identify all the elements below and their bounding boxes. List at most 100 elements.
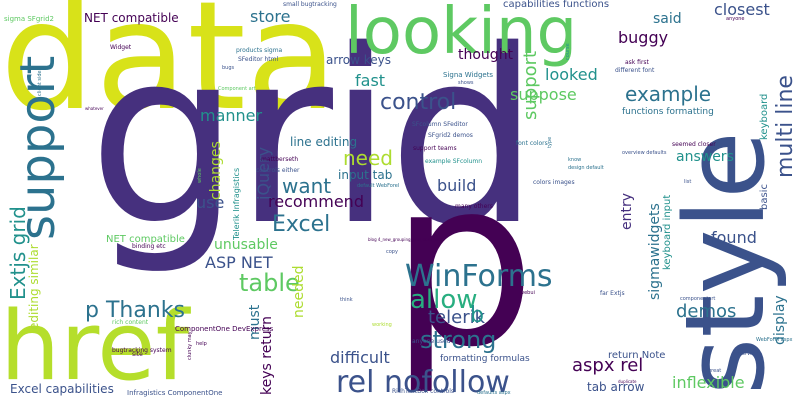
cloud-word-duplicate: duplicate [618, 379, 637, 384]
cloud-word-extjs-grid: Extjs grid [6, 206, 30, 300]
cloud-word-example: example [625, 82, 712, 106]
cloud-word-grid: grid [88, 0, 540, 278]
cloud-word-site: site [132, 351, 143, 358]
cloud-word-excel-capabilities: Excel capabilities [10, 382, 114, 396]
cloud-word-thought: thought [458, 47, 514, 63]
cloud-word-p-thanks: p Thanks [85, 298, 185, 323]
cloud-word-manner: manner [200, 106, 263, 125]
cloud-word-table: table [239, 269, 300, 297]
cloud-word-bugs: bugs [222, 65, 235, 71]
cloud-word-overview-defaults: overview defaults [622, 150, 667, 156]
cloud-word-inflexible: inflexible [672, 373, 745, 392]
cloud-word-net-compatible-small: NET compatible [106, 234, 185, 245]
cloud-word-list: list [684, 179, 692, 185]
cloud-word-defaults-aspx: defaults aspx [477, 390, 511, 396]
cloud-word-difficult: difficult [330, 348, 390, 367]
cloud-word-demos: demos [676, 301, 737, 322]
cloud-word-found: found [711, 228, 757, 247]
cloud-word-ask-first: ask first [625, 59, 649, 66]
cloud-word-help: help [196, 341, 207, 347]
cloud-word-b: b [470, 303, 484, 328]
cloud-word-mattberseth: mattberseth [261, 156, 299, 163]
cloud-word-arrow-keys: arrow keys [326, 53, 391, 67]
cloud-word-webforel-aspx: WebForel aspx [756, 337, 793, 343]
cloud-word-keyboard: keyboard [759, 93, 770, 140]
cloud-word-tab-arrow: tab arrow [587, 380, 645, 394]
cloud-word-aspx-rel: aspx rel [572, 355, 644, 376]
cloud-word-component-art: Component art [218, 86, 256, 92]
cloud-word-capabilities-functions: capabilities functions [503, 0, 610, 10]
cloud-word-binding-etc: binding etc [132, 243, 166, 250]
cloud-word-anyone: anyone [726, 16, 745, 22]
cloud-word-recommend: recommend [268, 192, 364, 211]
cloud-word-whole: whole [197, 168, 203, 183]
cloud-word-looking: looking [345, 0, 578, 69]
cloud-word-need: need [343, 146, 393, 170]
cloud-word-componentart: componentart [680, 296, 716, 302]
cloud-word-controls-either: controls either [256, 167, 300, 174]
cloud-word-think: think [340, 297, 353, 303]
cloud-word-multi-line: multi line [773, 75, 798, 178]
cloud-word-sfeditor-html: SFeditor html [238, 56, 279, 63]
cloud-word-return-note: return Note [608, 350, 666, 361]
cloud-word-signa-widgets: Signa Widgets [443, 71, 494, 79]
cloud-word-strong: strong [420, 326, 497, 354]
cloud-word-telerik: telerik [428, 307, 486, 328]
cloud-word-rel-nofollow: rel nofollow [336, 365, 510, 400]
cloud-word-example-sfcolumn: example SFcolumn [425, 158, 483, 165]
cloud-word-blog-link: blog 4_new_grouping_grid_skinz_visit [368, 237, 443, 242]
cloud-word-overview: overview [736, 351, 759, 357]
cloud-word-widget: Widget [110, 44, 132, 51]
cloud-word-support-small: support [520, 50, 541, 120]
cloud-word-want: want [282, 174, 332, 198]
cloud-word-whatever: whatever [85, 106, 104, 111]
cloud-word-design-default: design default [568, 165, 604, 171]
cloud-word-clunky-may: clunky may [187, 331, 193, 360]
cloud-word-colors-images: colors images [533, 179, 575, 186]
cloud-word-support-teams: support teams [413, 145, 457, 152]
cloud-word-client-side: client side [37, 70, 43, 96]
cloud-word-closest: closest [714, 0, 770, 19]
cloud-word-editing-similar: editing similar [27, 244, 41, 330]
cloud-word-excel: Excel [272, 212, 331, 237]
cloud-word-entry: entry [619, 192, 635, 230]
cloud-word-many-others: many others [455, 203, 493, 210]
cloud-word-net-compatible: NET compatible [84, 11, 179, 25]
cloud-word-suppose: suppose [510, 85, 577, 104]
cloud-word-know: know [568, 157, 582, 163]
cloud-word-basic: basic [759, 184, 770, 210]
cloud-word-fast: fast [355, 71, 386, 90]
cloud-word-control: control [380, 90, 457, 115]
cloud-word-functions-formatting: functions formatting [622, 107, 714, 117]
cloud-word-richtextbox-controls: RichTextBox controls [392, 388, 455, 395]
cloud-word-style: style [661, 131, 789, 395]
cloud-word-input-tab: input tab [338, 168, 393, 182]
cloud-word-different-font: different font [615, 67, 655, 74]
cloud-word-line-editing: line editing [290, 135, 358, 149]
cloud-word-needed: needed [291, 265, 307, 319]
cloud-word-said: said [653, 11, 682, 27]
cloud-word-must: must [247, 304, 263, 340]
cloud-word-course: course [565, 43, 571, 60]
cloud-word-great: great [708, 368, 722, 374]
cloud-word-winforms: WinForms [405, 259, 553, 294]
cloud-word-formatting-formulas: formatting formulas [440, 354, 530, 364]
cloud-word-use: use [196, 193, 225, 212]
cloud-word-changes: changes [208, 141, 224, 200]
cloud-word-shows: shows [458, 80, 474, 86]
cloud-word-sigmawidgets: sigmawidgets [647, 203, 663, 300]
cloud-word-store: store [250, 7, 291, 26]
cloud-word-rich-content: rich content [112, 319, 149, 326]
cloud-word-seemed-closer: seemed closer [672, 141, 716, 148]
cloud-word-data: data [0, 0, 338, 144]
cloud-word-buggy: buggy [618, 28, 669, 47]
cloud-word-keyboard-input: keyboard input [662, 194, 673, 270]
cloud-word-componentone-devexpress: ComponentOne DevExpress [175, 325, 274, 333]
cloud-word-font-colors: font colors [516, 140, 548, 147]
cloud-word-small-bugtracking: small bugtracking [283, 1, 337, 8]
cloud-word-products-sigma: products sigma [236, 47, 283, 54]
cloud-word-href: href [0, 292, 190, 400]
cloud-word-sigma-sfgrid2: sigma SFgrid2 [4, 15, 55, 23]
cloud-word-asp-net: ASP NET [205, 253, 273, 272]
